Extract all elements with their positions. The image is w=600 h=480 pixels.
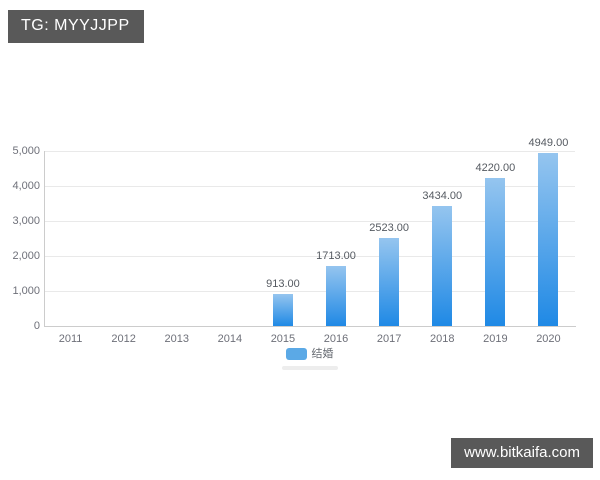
bar-2016[interactable] (326, 266, 347, 326)
bar-2015[interactable] (272, 294, 293, 326)
bar-value-label: 3434.00 (422, 189, 463, 202)
y-gridline (44, 151, 575, 152)
x-axis-tick-label: 2020 (536, 333, 561, 345)
y-axis-line (44, 151, 45, 326)
legend-swatch-icon[interactable] (285, 348, 307, 360)
x-axis-tick-label: 2012 (111, 333, 136, 345)
y-gridline (44, 186, 575, 187)
bar-2020[interactable] (538, 152, 559, 326)
x-axis-tick-label: 2013 (164, 333, 189, 345)
bar-chart: 0 1,000 2,000 3,000 4,000 5,000 2011 2012 2013 20… (12, 136, 576, 345)
watermark-badge: www.bitkaifa.com (451, 438, 593, 468)
bar-value-label: 1713.00 (316, 250, 356, 263)
x-axis-tick-label: 2011 (58, 333, 83, 345)
y-gridline (44, 256, 575, 257)
legend-scrollbar-thumb (281, 366, 338, 370)
legend-scrollbar (44, 366, 575, 370)
y-axis-tick-label: 2,000 (12, 250, 40, 262)
bar-2018[interactable] (432, 205, 453, 326)
telegram-tag-label: TG: MYYJJPP (21, 17, 130, 34)
x-axis-tick-label: 2018 (430, 333, 455, 345)
bar-value-label: 2523.00 (369, 221, 410, 234)
x-axis-tick-label: 2019 (483, 333, 508, 345)
bar-2017[interactable] (379, 237, 400, 326)
bar-2019[interactable] (485, 178, 506, 326)
x-axis-tick-label: 2014 (217, 333, 243, 345)
y-axis-tick-label: 4,000 (12, 180, 40, 192)
chart-legend[interactable]: 结婚 (44, 348, 575, 360)
legend-series-label[interactable]: 结婚 (311, 348, 334, 360)
y-axis-tick-label: 0 (33, 320, 40, 332)
x-axis-tick-label: 2015 (270, 333, 296, 345)
bar-value-label: 4949.00 (528, 136, 569, 149)
x-axis-tick-label: 2017 (376, 333, 402, 345)
watermark-url-label: www.bitkaifa.com (464, 444, 580, 461)
y-axis-tick-label: 1,000 (12, 285, 40, 297)
y-axis-tick-label: 5,000 (12, 145, 40, 157)
y-axis-tick-label: 3,000 (12, 215, 40, 227)
x-axis-tick-label: 2016 (323, 333, 349, 345)
x-axis-line (44, 326, 576, 327)
y-gridline (44, 291, 575, 292)
bar-value-label: 4220.00 (475, 162, 516, 175)
y-gridline (44, 221, 575, 222)
telegram-tag-badge: TG: MYYJJPP (8, 10, 144, 43)
bar-value-label: 913.00 (266, 278, 300, 291)
